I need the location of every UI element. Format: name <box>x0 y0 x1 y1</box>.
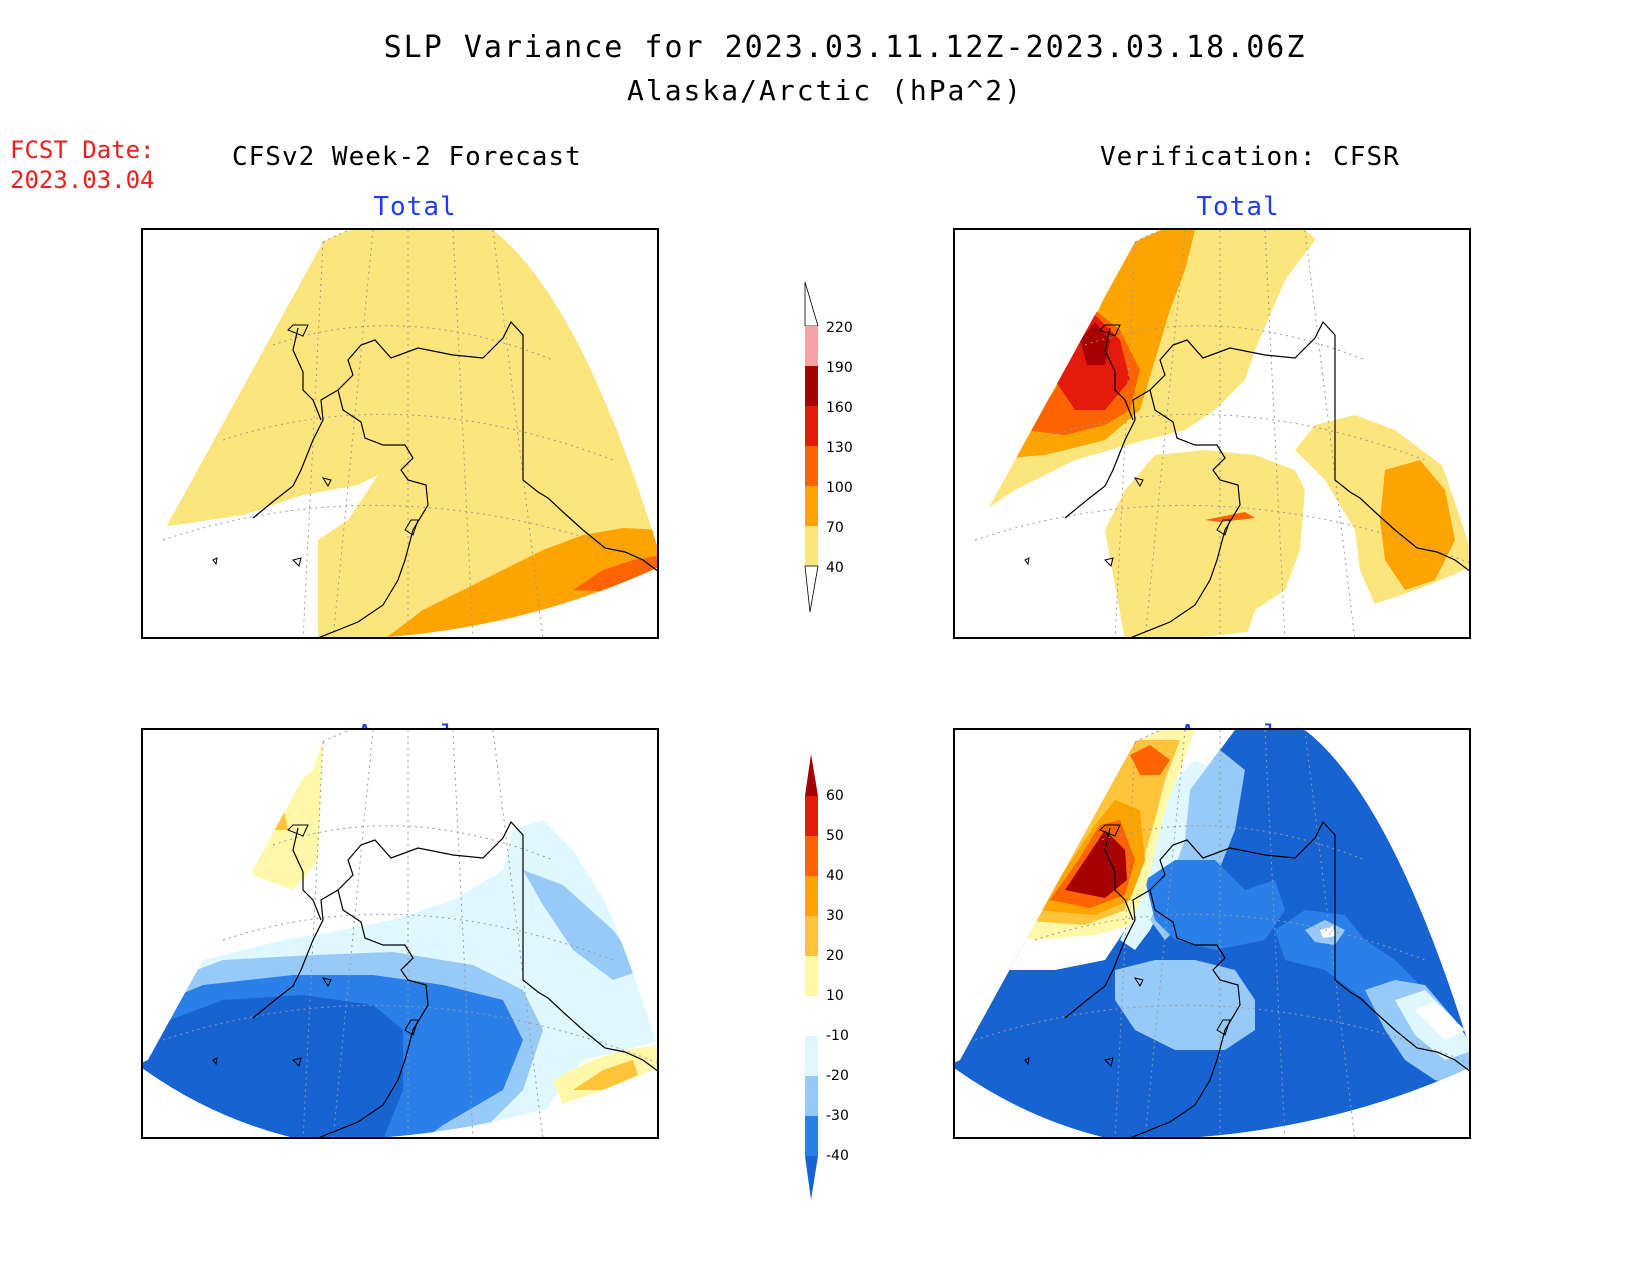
total-colorbar-190-220-swatch <box>805 326 818 366</box>
top-left-panel-title: Total <box>373 192 457 222</box>
anom-below-minus40-region <box>143 995 403 1137</box>
top-right-panel-title: Total <box>1196 192 1280 222</box>
forecast-anomaly-map <box>141 728 659 1139</box>
total-160-190-region <box>1080 322 1110 365</box>
forecast-column-heading: CFSv2 Week-2 Forecast <box>232 142 582 172</box>
anom-minus20-minus30-region-ne <box>523 870 643 980</box>
verification-total-map <box>953 228 1471 639</box>
total-colorbar-tick: 100 <box>826 480 853 496</box>
anom-minus30-minus40-region <box>1145 860 1285 950</box>
total-colorbar-tick: 130 <box>826 440 853 456</box>
anomaly-colorbar-tick: 60 <box>826 788 844 804</box>
total-colorbar-40-70-swatch <box>805 526 818 566</box>
anomaly-colorbar-tick: 10 <box>826 988 844 1004</box>
verification-column-heading: Verification: CFSR <box>1100 142 1400 172</box>
total-colorbar-100-130-swatch <box>805 446 818 486</box>
total-70-100-region-east <box>1380 460 1455 590</box>
total-colorbar-tick: 40 <box>826 560 844 576</box>
anomaly-colorbar-20-30-swatch <box>805 916 818 956</box>
anomaly-colorbar-tick: 30 <box>826 908 844 924</box>
anom-above-50-region <box>1065 830 1127 898</box>
total-colorbar-70-100-swatch <box>805 486 818 526</box>
anomaly-colorbar-tick: -10 <box>826 1028 849 1044</box>
anomaly-colorbar-10-20-swatch <box>805 956 818 996</box>
figure-title: SLP Variance for 2023.03.11.12Z-2023.03.… <box>383 30 1307 65</box>
total-colorbar-160-190-swatch <box>805 366 818 406</box>
total-colorbar-130-160-swatch <box>805 406 818 446</box>
forecast-date-label: FCST Date: <box>10 136 155 164</box>
anomaly-colorbar-neutral-swatch <box>805 996 818 1036</box>
total-colorbar-tick: 70 <box>826 520 844 536</box>
figure-subtitle: Alaska/Arctic (hPa^2) <box>626 74 1023 107</box>
total-colorbar <box>800 281 870 613</box>
anom-20-30-region-se <box>573 1060 638 1090</box>
anomaly-colorbar-tick: 20 <box>826 948 844 964</box>
anomaly-colorbar-tick: 40 <box>826 868 844 884</box>
total-colorbar-tick: 190 <box>826 360 853 376</box>
anomaly-colorbar-minus10-minus20-swatch <box>805 1036 818 1076</box>
anomaly-colorbar-tick: -30 <box>826 1108 849 1124</box>
anomaly-colorbar-minus20-minus30-swatch <box>805 1076 818 1116</box>
anom-20-30-region <box>268 805 288 830</box>
total-colorbar-tick: 160 <box>826 400 853 416</box>
anomaly-colorbar-50-60-swatch <box>805 796 818 836</box>
anomaly-colorbar-tick: -40 <box>826 1148 849 1164</box>
anomaly-colorbar-30-40-swatch <box>805 876 818 916</box>
anomaly-colorbar-tick: 50 <box>826 828 844 844</box>
below-40-region <box>143 475 378 637</box>
anomaly-colorbar <box>800 754 870 1204</box>
anomaly-colorbar-tick: -20 <box>826 1068 849 1084</box>
forecast-date-value: 2023.03.04 <box>10 166 155 194</box>
anom-40-50-spot <box>1130 745 1170 775</box>
total-colorbar-tick: 220 <box>826 320 853 336</box>
verification-anomaly-map <box>953 728 1471 1139</box>
anomaly-colorbar-minus30-minus40-swatch <box>805 1116 818 1156</box>
total-40-70-region-south <box>1105 450 1305 637</box>
anomaly-colorbar-40-50-swatch <box>805 836 818 876</box>
forecast-total-map <box>141 228 659 639</box>
total-100-130-spot <box>1205 512 1255 522</box>
